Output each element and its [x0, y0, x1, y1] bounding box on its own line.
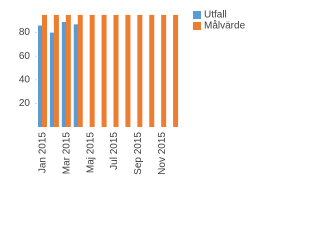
bar [137, 14, 143, 127]
bar [49, 32, 55, 127]
y-tick-label: 60 [19, 51, 31, 62]
x-tick-label: Sep 2015 [133, 132, 144, 175]
chart: 20 40 60 80 Jan 2015 Mar 2015 Maj 2015 Jul 2015… [19, 10, 246, 175]
bar [73, 24, 79, 128]
bar [173, 14, 179, 127]
x-tick-label: Jul 2015 [109, 132, 120, 170]
bar [38, 25, 43, 127]
bar [161, 14, 167, 127]
x-tick-label: Maj 2015 [85, 132, 96, 174]
bar [42, 14, 47, 127]
legend-swatch [193, 22, 201, 30]
y-tick-label: 40 [19, 74, 31, 85]
x-tick-label: Jan 2015 [38, 132, 49, 174]
bar [89, 14, 95, 127]
legend-label: Utfall [204, 10, 227, 21]
bar [65, 14, 71, 127]
bar [101, 14, 107, 127]
legend-label: Målvärde [204, 20, 246, 32]
y-tick-label: 20 [19, 98, 31, 109]
legend-swatch [193, 11, 201, 19]
bar [61, 21, 67, 128]
x-tick-label: Nov 2015 [157, 132, 168, 175]
bar [149, 14, 155, 127]
bar [53, 14, 59, 127]
x-tick-label: Mar 2015 [61, 132, 72, 175]
y-tick-label: 80 [19, 27, 31, 38]
bar [113, 14, 119, 127]
bar [77, 14, 83, 127]
bar [125, 14, 131, 127]
